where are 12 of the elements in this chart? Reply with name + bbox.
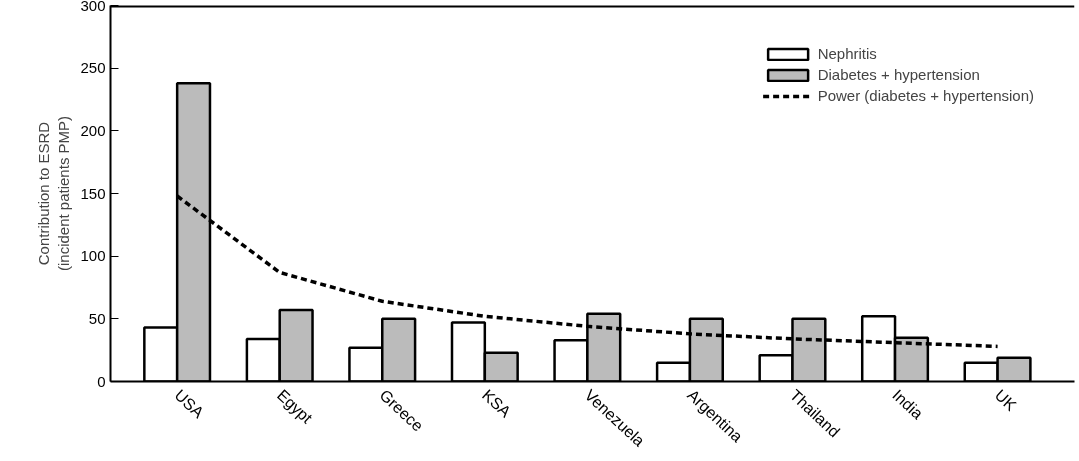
legend-label: Diabetes + hypertension <box>817 66 980 83</box>
legend-label: Power (diabetes + hypertension) <box>817 87 1034 104</box>
y-tick-label: 150 <box>80 184 106 202</box>
y-tick-label: 250 <box>80 59 106 77</box>
y-tick-label: 300 <box>80 0 106 14</box>
y-tick-label: 100 <box>80 247 106 265</box>
y-tick-label: 0 <box>97 372 106 390</box>
y-tick-label: 200 <box>80 121 106 139</box>
x-tick-label: UK <box>991 386 1020 415</box>
legend-label: Nephritis <box>817 45 877 62</box>
y-tick-label: 50 <box>88 309 106 327</box>
y-axis-title: Contribution to ESRD (incident patients PMP) <box>35 115 73 272</box>
